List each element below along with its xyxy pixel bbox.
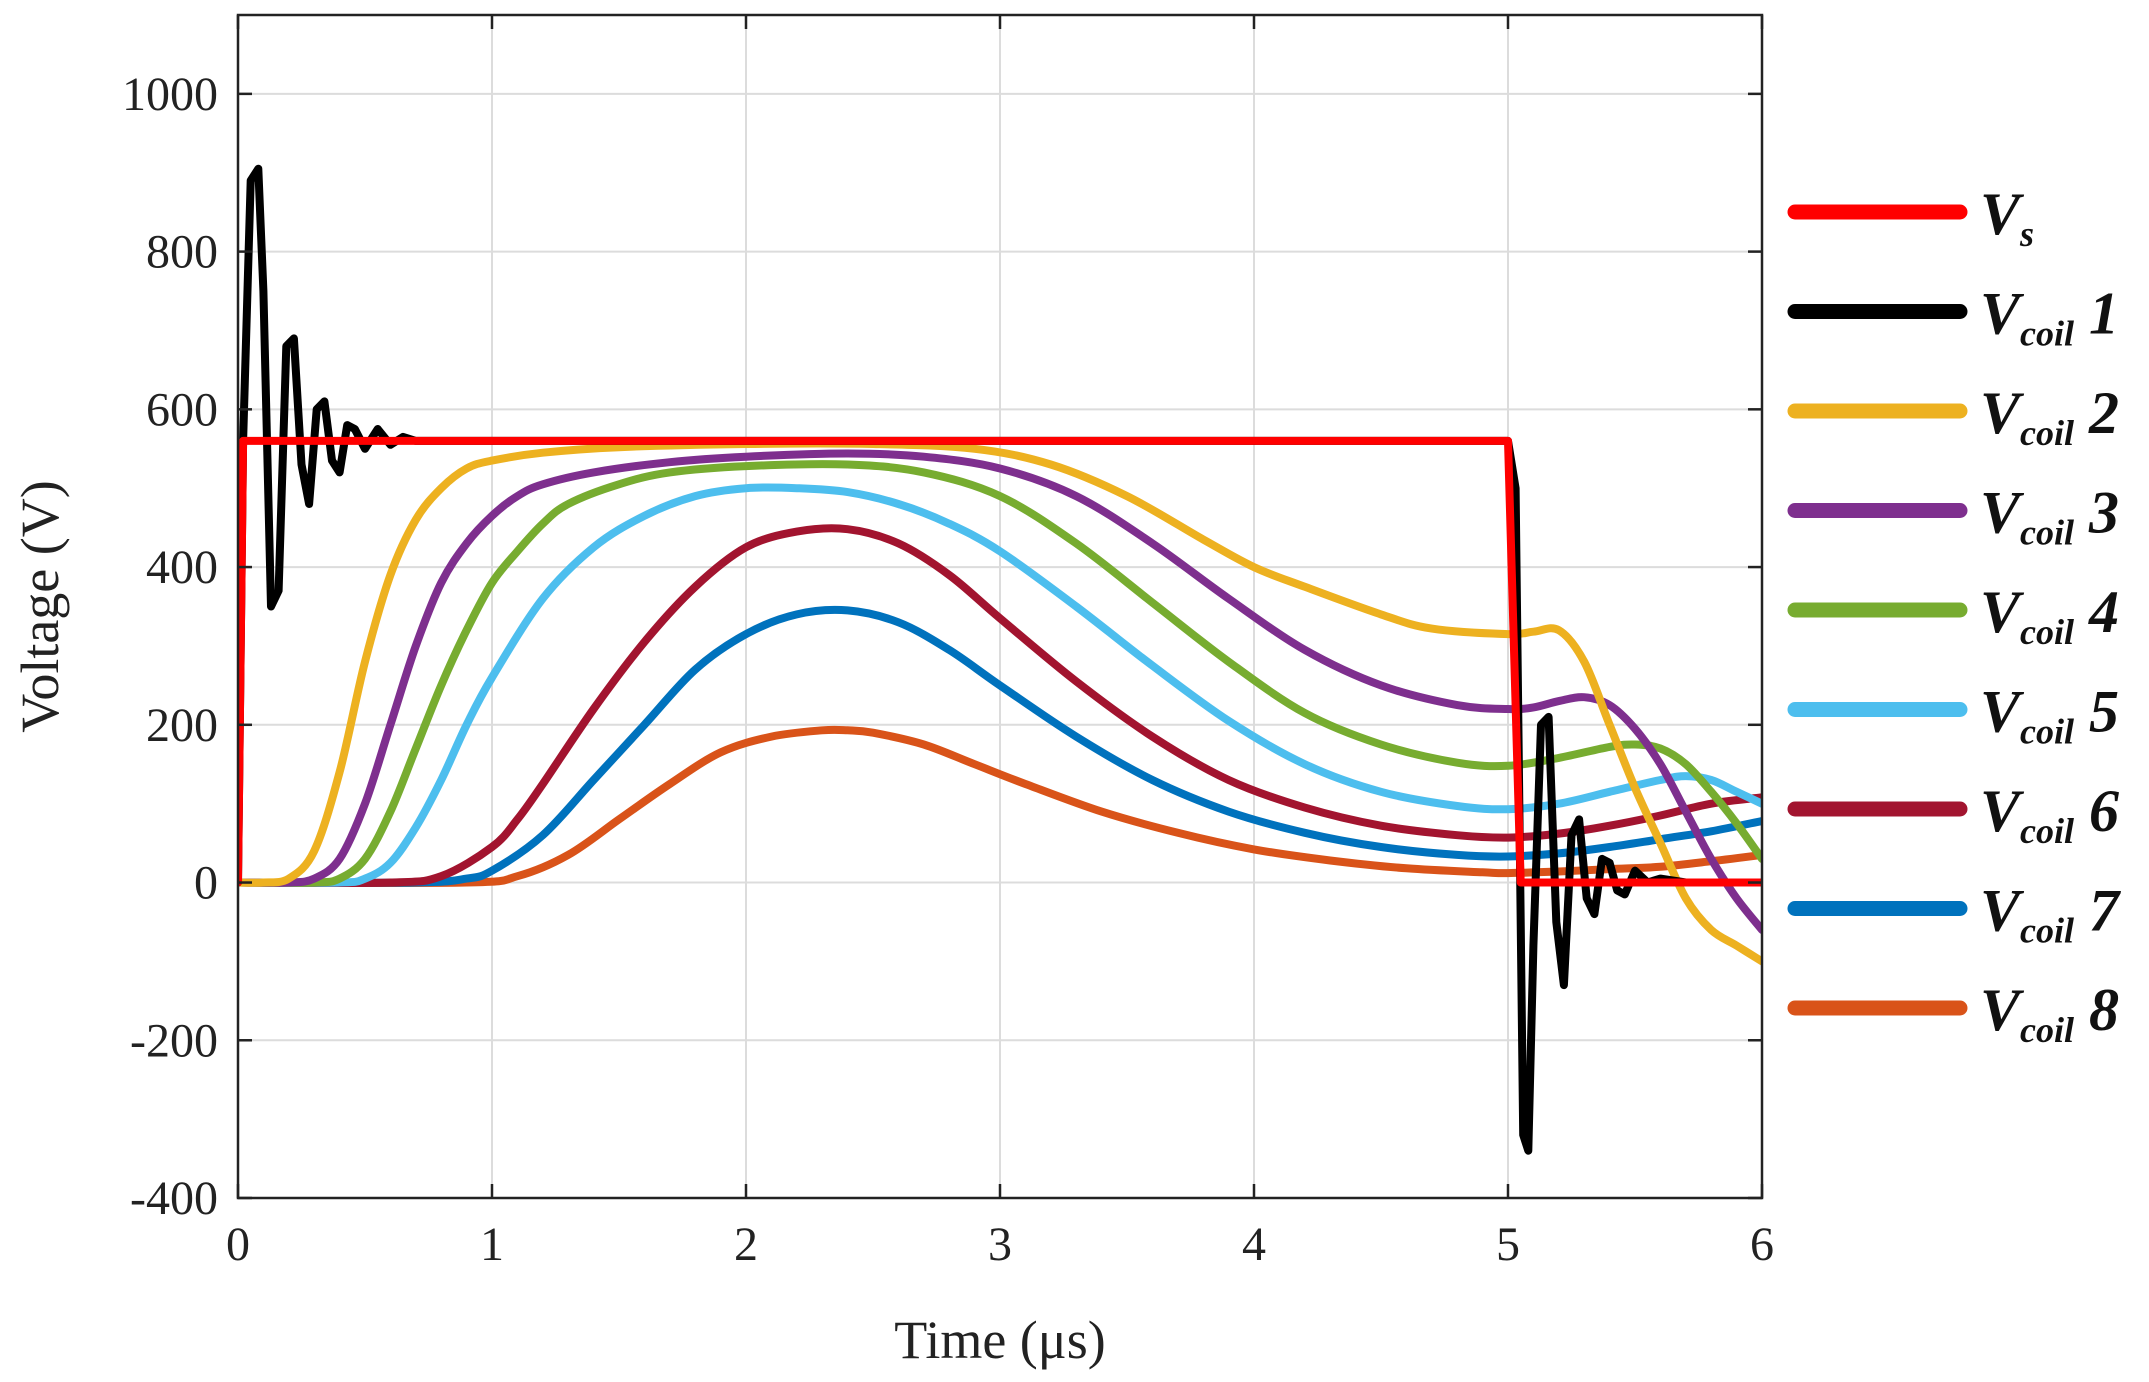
y-tick-label: 800: [146, 226, 218, 279]
legend-label-vcoil-4: Vcoil 4: [1980, 579, 2119, 652]
axis-ticks: [236, 15, 1764, 1200]
y-tick-label: -400: [130, 1172, 218, 1225]
y-tick-label: 600: [146, 383, 218, 436]
legend-label-vcoil-6: Vcoil 6: [1980, 778, 2119, 851]
tick-labels: 0 1 2 3 4 5 6 -400 -200 0 200 400 600 800 1000: [122, 68, 1774, 1271]
series-line-vcoil-5: [238, 483, 1762, 887]
x-tick-label: 2: [734, 1218, 758, 1271]
legend-label-vs: Vs: [1980, 181, 2034, 254]
legend-label-vcoil-1: Vcoil 1: [1980, 281, 2119, 354]
series-line-vcoil-3: [238, 449, 1762, 934]
series-line-vs: [238, 436, 1762, 887]
x-tick-label: 0: [226, 1218, 250, 1271]
x-axis-label: Time (μs): [894, 1310, 1106, 1370]
legend: Vs Vcoil 1 Vcoil 2 Vcoil 3 Vcoil 4 Vcoil 5 Vco…: [1787, 181, 2121, 1050]
legend-label-vcoil-3: Vcoil 3: [1980, 480, 2119, 553]
y-tick-label: 200: [146, 699, 218, 752]
y-tick-label: 1000: [122, 68, 218, 121]
y-axis-label: Voltage (V): [10, 480, 70, 732]
legend-label-vcoil-2: Vcoil 2: [1980, 380, 2119, 453]
series-line-vcoil-2: [238, 439, 1762, 966]
y-tick-label: 400: [146, 541, 218, 594]
x-tick-label: 6: [1750, 1218, 1774, 1271]
y-tick-label: 0: [194, 857, 218, 910]
series-lines: [238, 164, 1762, 1155]
x-tick-label: 5: [1496, 1218, 1520, 1271]
x-tick-label: 3: [988, 1218, 1012, 1271]
y-tick-label: -200: [130, 1014, 218, 1067]
legend-label-vcoil-7: Vcoil 7: [1980, 878, 2121, 951]
x-tick-label: 4: [1242, 1218, 1266, 1271]
legend-label-vcoil-5: Vcoil 5: [1980, 679, 2119, 752]
legend-label-vcoil-8: Vcoil 8: [1980, 977, 2119, 1050]
x-tick-label: 1: [480, 1218, 504, 1271]
